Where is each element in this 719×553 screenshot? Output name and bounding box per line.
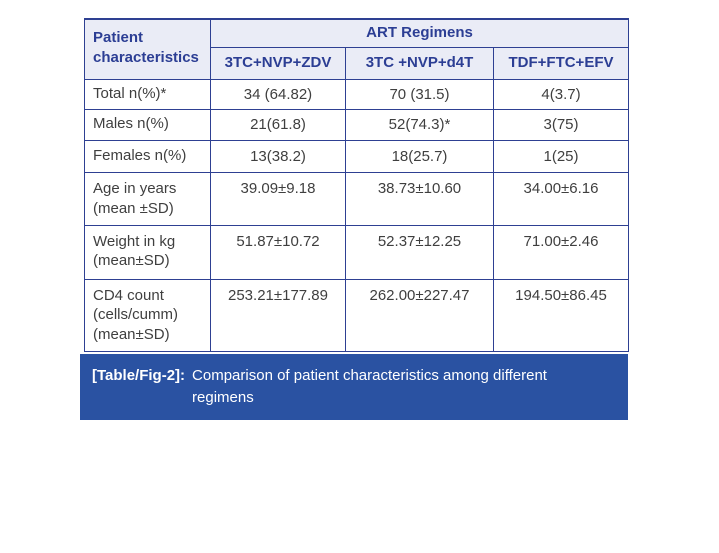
table-row-females: Females n(%) 13(38.2) 18(25.7) 1(25)	[84, 140, 629, 174]
cell-females-regimen3: 1(25)	[493, 140, 629, 174]
table-caption: [Table/Fig-2]: Comparison of patient cha…	[80, 354, 628, 420]
cell-total-regimen1: 34 (64.82)	[210, 78, 346, 111]
cell-weight-regimen3: 71.00±2.46	[493, 224, 629, 280]
header-art-regimens: ART Regimens	[210, 18, 629, 48]
cell-cd4-regimen3: 194.50±86.45	[493, 278, 629, 353]
cell-age-regimen2: 38.73±10.60	[345, 172, 494, 226]
table-row-males: Males n(%) 21(61.8) 52(74.3)* 3(75)	[84, 109, 629, 142]
cell-age-regimen1: 39.09±9.18	[210, 172, 346, 226]
table-row-weight: Weight in kg (mean±SD) 51.87±10.72 52.37…	[84, 224, 629, 280]
row-label-weight: Weight in kg (mean±SD)	[84, 224, 211, 280]
header-patient-characteristics: Patient characteristics	[84, 18, 211, 80]
cell-weight-regimen1: 51.87±10.72	[210, 224, 346, 280]
cell-males-regimen3: 3(75)	[493, 109, 629, 142]
row-label-females: Females n(%)	[84, 140, 211, 174]
caption-text: Comparison of patient characteristics am…	[192, 367, 547, 406]
table-row-age: Age in years (mean ±SD) 39.09±9.18 38.73…	[84, 172, 629, 226]
header-regimen-3tc-nvp-zdv: 3TC+NVP+ZDV	[210, 46, 346, 80]
table-row-total: Total n(%)* 34 (64.82) 70 (31.5) 4(3.7)	[84, 78, 629, 111]
cell-total-regimen2: 70 (31.5)	[345, 78, 494, 111]
header-regimen-3tc-nvp-d4t: 3TC +NVP+d4T	[345, 46, 494, 80]
patient-characteristics-table: Patient characteristics ART Regimens 3TC…	[84, 18, 629, 353]
cell-age-regimen3: 34.00±6.16	[493, 172, 629, 226]
row-label-age: Age in years (mean ±SD)	[84, 172, 211, 226]
cell-weight-regimen2: 52.37±12.25	[345, 224, 494, 280]
cell-females-regimen2: 18(25.7)	[345, 140, 494, 174]
row-label-total: Total n(%)*	[84, 78, 211, 111]
cell-cd4-regimen1: 253.21±177.89	[210, 278, 346, 353]
cell-males-regimen1: 21(61.8)	[210, 109, 346, 142]
row-label-cd4: CD4 count (cells/cumm) (mean±SD)	[84, 278, 211, 353]
table-row-cd4: CD4 count (cells/cumm) (mean±SD) 253.21±…	[84, 278, 629, 353]
cell-total-regimen3: 4(3.7)	[493, 78, 629, 111]
header-regimen-tdf-ftc-efv: TDF+FTC+EFV	[493, 46, 629, 80]
cell-females-regimen1: 13(38.2)	[210, 140, 346, 174]
table-figure: Patient characteristics ART Regimens 3TC…	[80, 18, 629, 420]
cell-males-regimen2: 52(74.3)*	[345, 109, 494, 142]
caption-figure-label: [Table/Fig-2]:	[92, 367, 186, 385]
cell-cd4-regimen2: 262.00±227.47	[345, 278, 494, 353]
row-label-males: Males n(%)	[84, 109, 211, 142]
